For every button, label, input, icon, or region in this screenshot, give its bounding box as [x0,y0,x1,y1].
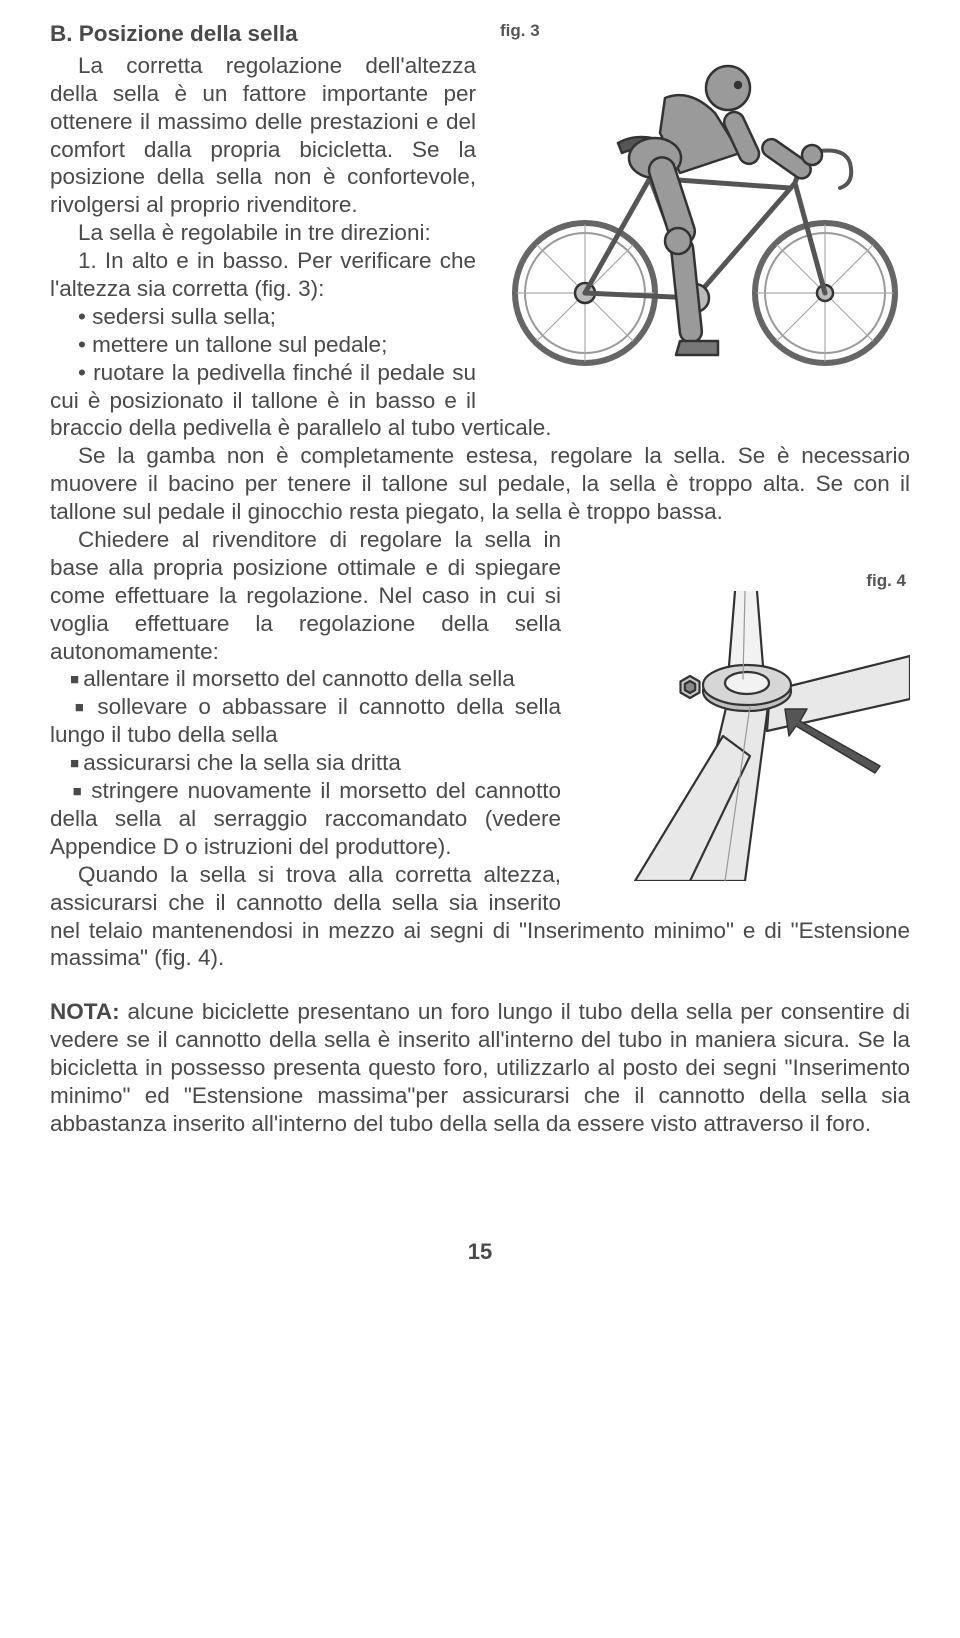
page-number: 15 [50,1238,910,1265]
note-block: NOTA: alcune biciclette presentano un fo… [50,998,910,1137]
figure-4: fig. 4 [575,530,910,888]
figure-3: fig. 3 [490,20,910,380]
paragraph-4: Se la gamba non è completamente estesa, … [50,442,910,526]
note-body: alcune biciclette presentano un foro lun… [50,999,910,1136]
figure-3-svg [490,43,910,373]
figure-4-label: fig. 4 [575,570,910,591]
note-label: NOTA: [50,999,120,1024]
figure-4-svg [575,591,910,881]
figure-3-label: fig. 3 [490,20,910,41]
